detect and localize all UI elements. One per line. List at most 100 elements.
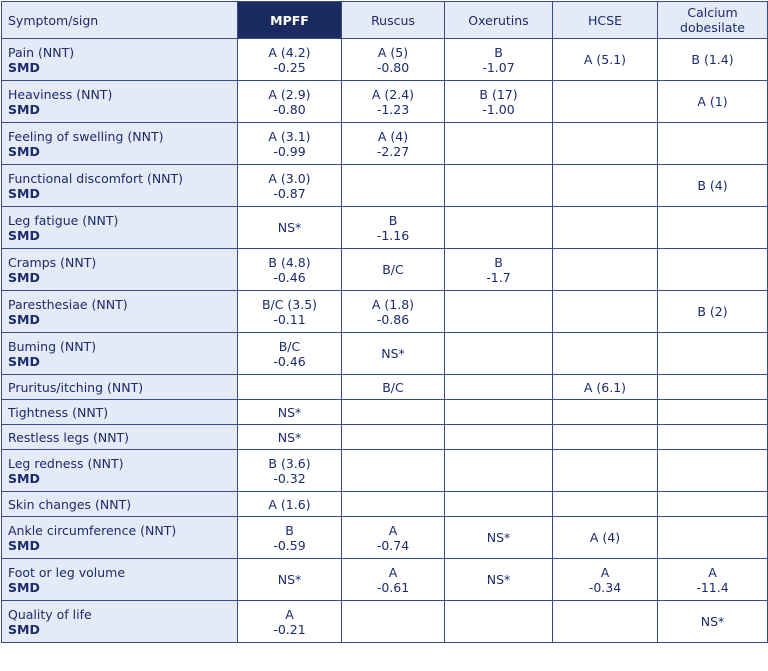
cell-text: NS*: [277, 572, 302, 587]
cell-text: A (1.8): [371, 296, 415, 312]
cell-text: -0.99: [273, 143, 306, 159]
cell-text: A: [285, 606, 294, 622]
value-cell: A (3.1) -0.99: [237, 122, 342, 165]
cell-text: NS*: [277, 404, 302, 420]
cell-text: B (1.4): [691, 52, 734, 67]
value-cell: [341, 491, 445, 517]
value-cell: A -0.61: [341, 558, 445, 601]
header-cell: MPFF: [237, 1, 342, 39]
cell-text: A (1): [697, 94, 728, 109]
cell-text: B: [494, 44, 503, 60]
value-cell: A -0.34: [552, 558, 658, 601]
header-cell: Calcium dobesilate: [657, 1, 768, 39]
cell-text: -0.87: [273, 185, 306, 201]
value-cell: B/C: [341, 374, 445, 400]
value-cell: B (17) -1.00: [444, 80, 553, 123]
cell-text: A (1.6): [268, 496, 311, 512]
cell-text: -0.46: [273, 353, 306, 369]
cell-text: -0.21: [273, 621, 306, 637]
value-cell: [444, 424, 553, 450]
cell-text: NS*: [486, 572, 511, 587]
value-cell: [657, 516, 768, 559]
cell-text: Pruritus/itching (NNT): [8, 379, 144, 395]
value-cell: B -1.07: [444, 38, 553, 81]
cell-text: B: [494, 254, 503, 270]
header-row: Symptom/sign MPFF Ruscus Oxerutins HCSE Calci…: [1, 1, 768, 39]
cell-text: MPFF: [270, 12, 309, 28]
value-cell: [444, 374, 553, 400]
value-cell: B (1.4): [657, 38, 768, 81]
value-cell: [552, 399, 658, 425]
cell-text: B (17): [479, 86, 518, 102]
value-cell: [444, 164, 553, 207]
cell-text: -0.34: [588, 579, 622, 595]
cell-text: -0.80: [273, 101, 306, 117]
cell-text: B (2): [697, 304, 728, 319]
value-cell: NS*: [237, 558, 342, 601]
value-cell: A (1): [657, 80, 768, 123]
cell-text: Feeling of swelling (NNT): [8, 128, 164, 144]
value-cell: [657, 399, 768, 425]
symptom-cell: Heaviness (NNT) SMD: [1, 80, 238, 123]
symptom-cell: Foot or leg volume SMD: [1, 558, 238, 601]
value-cell: NS*: [444, 516, 553, 559]
table-row: Functional discomfort (NNT) SMD A (3.0) -0.…: [1, 164, 768, 207]
cell-text: -0.25: [273, 59, 306, 75]
cell-text: SMD: [8, 621, 40, 637]
cell-text: Calcium dobesilate: [680, 5, 745, 35]
symptom-cell: Cramps (NNT) SMD: [1, 248, 238, 291]
value-cell: [341, 399, 445, 425]
header-cell: Ruscus: [341, 1, 445, 39]
value-cell: A -0.74: [341, 516, 445, 559]
cell-text: A (4.2): [268, 44, 311, 60]
cell-text: -1.23: [376, 101, 410, 117]
value-cell: B (2): [657, 290, 768, 333]
value-cell: NS*: [444, 558, 553, 601]
table-row: Leg redness (NNT) SMD B (3.6) -0.32: [1, 449, 768, 492]
value-cell: [444, 206, 553, 249]
table-row: Restless legs (NNT) NS*: [1, 424, 768, 450]
cell-text: -1.07: [482, 59, 515, 75]
cell-text: HCSE: [588, 12, 622, 28]
value-cell: B (4.8) -0.46: [237, 248, 342, 291]
cell-text: A (2.9): [268, 86, 311, 102]
cell-text: A (3.0): [268, 170, 311, 186]
cell-text: B/C: [382, 379, 404, 395]
value-cell: [552, 332, 658, 375]
table-row: Paresthesiae (NNT) SMD B/C (3.5) -0.11 A (1.…: [1, 290, 768, 333]
cell-text: -0.32: [273, 470, 306, 486]
cell-text: -0.59: [273, 537, 306, 553]
value-cell: [657, 206, 768, 249]
value-cell: B -0.59: [237, 516, 342, 559]
cell-text: B: [388, 212, 398, 228]
table-row: Quality of life SMD A -0.21 NS*: [1, 600, 768, 643]
symptom-cell: Ankle circumference (NNT) SMD: [1, 516, 238, 559]
cell-text: B (3.6): [268, 455, 311, 471]
value-cell: [552, 248, 658, 291]
cell-text: Oxerutins: [468, 12, 529, 28]
cell-text: NS*: [381, 346, 405, 361]
cell-text: -0.80: [376, 59, 410, 75]
value-cell: A (6.1): [552, 374, 658, 400]
cell-text: SMD: [8, 470, 40, 486]
symptom-cell: Leg redness (NNT) SMD: [1, 449, 238, 492]
cell-text: B/C (3.5): [261, 296, 318, 312]
table-row: Pain (NNT) SMD A (4.2) -0.25 A (5) -0.80 B -1.0…: [1, 38, 768, 81]
value-cell: [657, 332, 768, 375]
cell-text: -0.11: [273, 311, 306, 327]
value-cell: [237, 374, 342, 400]
table-row: Pruritus/itching (NNT) B/C A (6.1): [1, 374, 768, 400]
symptom-cell: Restless legs (NNT): [1, 424, 238, 450]
value-cell: [444, 449, 553, 492]
cell-text: A: [600, 564, 610, 580]
cell-text: SMD: [8, 101, 40, 117]
value-cell: [341, 164, 445, 207]
value-cell: NS*: [237, 399, 342, 425]
value-cell: [552, 449, 658, 492]
symptom-cell: Quality of life SMD: [1, 600, 238, 643]
value-cell: NS*: [341, 332, 445, 375]
cell-text: NS*: [700, 614, 725, 629]
table-row: Cramps (NNT) SMD B (4.8) -0.46 B/C B -1.7: [1, 248, 768, 291]
cell-text: SMD: [8, 579, 40, 595]
value-cell: B -1.16: [341, 206, 445, 249]
